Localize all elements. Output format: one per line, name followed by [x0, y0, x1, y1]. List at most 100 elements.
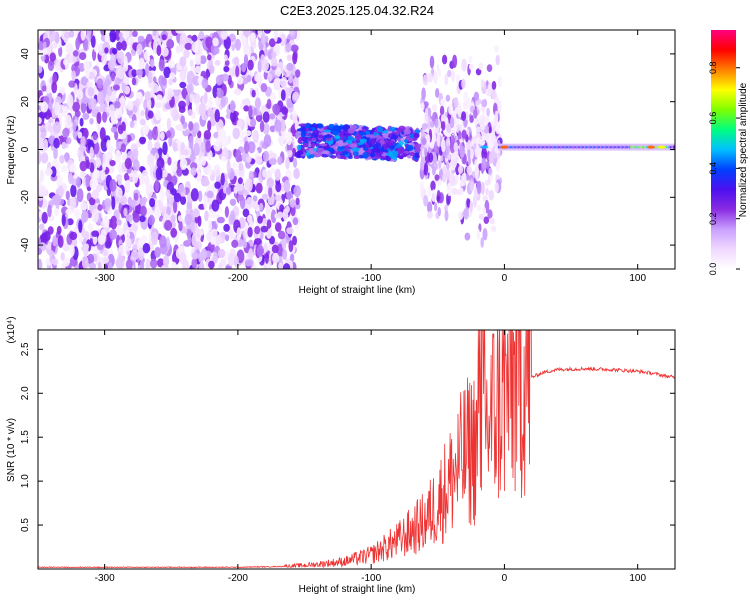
spectrogram-cell — [137, 35, 145, 42]
spectrogram-cell — [266, 219, 272, 229]
spectrogram-cell — [263, 134, 272, 148]
spectrogram-y-ticks: -40 -20 0 20 40 — [20, 48, 675, 252]
spectrogram-cell — [233, 169, 240, 177]
spectrogram-cell — [414, 146, 421, 153]
spectrogram-cell — [286, 190, 294, 200]
spectrogram-cell — [161, 47, 169, 57]
spectrogram-cell — [158, 59, 165, 72]
spectrogram-cell — [272, 252, 280, 264]
spectrogram-cell — [500, 145, 509, 149]
spectrogram-cell — [96, 112, 102, 124]
spectrogram-cell — [158, 215, 163, 222]
spectrogram-cell — [132, 170, 139, 184]
spectrogram-cell — [150, 58, 155, 68]
spectrogram-cell — [365, 134, 373, 138]
spectrogram-cell — [183, 149, 189, 156]
spectrogram-cell — [485, 187, 489, 196]
spectrogram-cell — [39, 169, 45, 183]
spectrogram-cell — [87, 223, 94, 232]
spectrogram-cell — [208, 260, 215, 269]
spectrogram-cell — [457, 106, 463, 118]
spectrogram-cell — [461, 78, 466, 89]
spectrogram-cell — [95, 169, 100, 179]
spectrogram-cell — [230, 210, 235, 223]
spectrogram-cell — [172, 141, 178, 152]
spectrogram-cell — [200, 141, 206, 153]
spectrogram-cell — [473, 91, 479, 101]
snr-plot-area — [38, 330, 675, 569]
spectrogram-cell — [334, 135, 341, 139]
spectrogram-cell — [396, 127, 402, 133]
spectrogram-cell — [191, 257, 198, 269]
spectrogram-x-tick-label: -100 — [361, 273, 381, 284]
spectrogram-cell — [420, 102, 425, 111]
spectrogram-cell — [82, 112, 90, 120]
spectrogram-cell — [247, 226, 253, 238]
spectrogram-cell — [58, 45, 63, 58]
spectrogram-cell — [62, 257, 70, 267]
spectrogram-cell — [180, 195, 187, 205]
spectrogram-cell — [452, 54, 458, 68]
spectrogram-cell — [244, 259, 253, 267]
spectrogram-cell — [188, 135, 194, 149]
spectrogram-cell — [111, 196, 116, 210]
spectrogram-cell — [261, 58, 269, 72]
spectrogram-cell — [197, 190, 203, 202]
spectrogram-cell — [40, 101, 49, 113]
spectrogram-cell — [467, 147, 471, 160]
spectrogram-cell — [463, 91, 469, 103]
spectrogram-cell — [424, 147, 428, 157]
spectrogram-cell — [446, 182, 452, 197]
spectrogram-cell — [441, 120, 446, 131]
spectrogram-cell — [42, 41, 47, 49]
spectrogram-cell — [403, 139, 409, 143]
spectrogram-y-tick-label: 0 — [20, 146, 31, 152]
spectrogram-cell — [121, 82, 126, 92]
snr-y-tick-label: 1.5 — [20, 430, 31, 444]
spectrogram-cell — [264, 252, 269, 264]
spectrogram-cell — [319, 143, 328, 147]
spectrogram-cell — [51, 81, 58, 94]
spectrogram-cell — [483, 216, 490, 224]
spectrogram-cell — [427, 115, 431, 129]
spectrogram-cell — [271, 51, 277, 59]
spectrogram-cell — [466, 139, 472, 150]
spectrogram-cell — [435, 88, 440, 98]
spectrogram-cell — [235, 149, 242, 163]
spectrogram-cell — [288, 74, 293, 84]
spectrogram-cell — [189, 59, 194, 68]
spectrogram-cell — [294, 120, 300, 132]
spectrogram-cell — [446, 123, 452, 133]
spectrogram-cell — [285, 156, 290, 170]
spectrogram-cell — [203, 196, 208, 210]
spectrogram-cell — [87, 253, 95, 265]
spectrogram-cell — [133, 192, 139, 201]
spectrogram-cell — [480, 145, 489, 149]
spectrogram-cell — [262, 111, 270, 123]
spectrogram-cell — [311, 137, 316, 142]
spectrogram-cell — [90, 98, 97, 108]
spectrogram-cell — [463, 100, 468, 110]
spectrogram-cell — [290, 199, 296, 208]
spectrogram-cell — [179, 157, 188, 170]
spectrogram-cell — [427, 72, 434, 83]
spectrogram-cell — [296, 150, 304, 155]
spectrogram-cell — [154, 111, 161, 121]
spectrogram-cell — [423, 195, 429, 207]
spectrogram-cell — [308, 148, 315, 155]
spectrogram-cell — [227, 253, 235, 266]
spectrogram-cell — [78, 62, 86, 72]
spectrogram-cell — [69, 196, 77, 210]
spectrogram-cell — [286, 226, 294, 235]
spectrogram-cell — [193, 122, 200, 133]
spectrogram-cell — [290, 44, 299, 53]
spectrogram-cell — [68, 80, 76, 88]
spectrogram-cell — [45, 242, 53, 250]
spectrogram-cell — [234, 56, 240, 66]
spectrogram-cell — [121, 154, 127, 161]
spectrogram-cell — [184, 42, 193, 51]
spectrogram-cell — [109, 160, 116, 167]
spectrogram-cell — [253, 107, 258, 116]
spectrogram-cell — [139, 205, 147, 217]
spectrogram-cell — [289, 30, 296, 37]
